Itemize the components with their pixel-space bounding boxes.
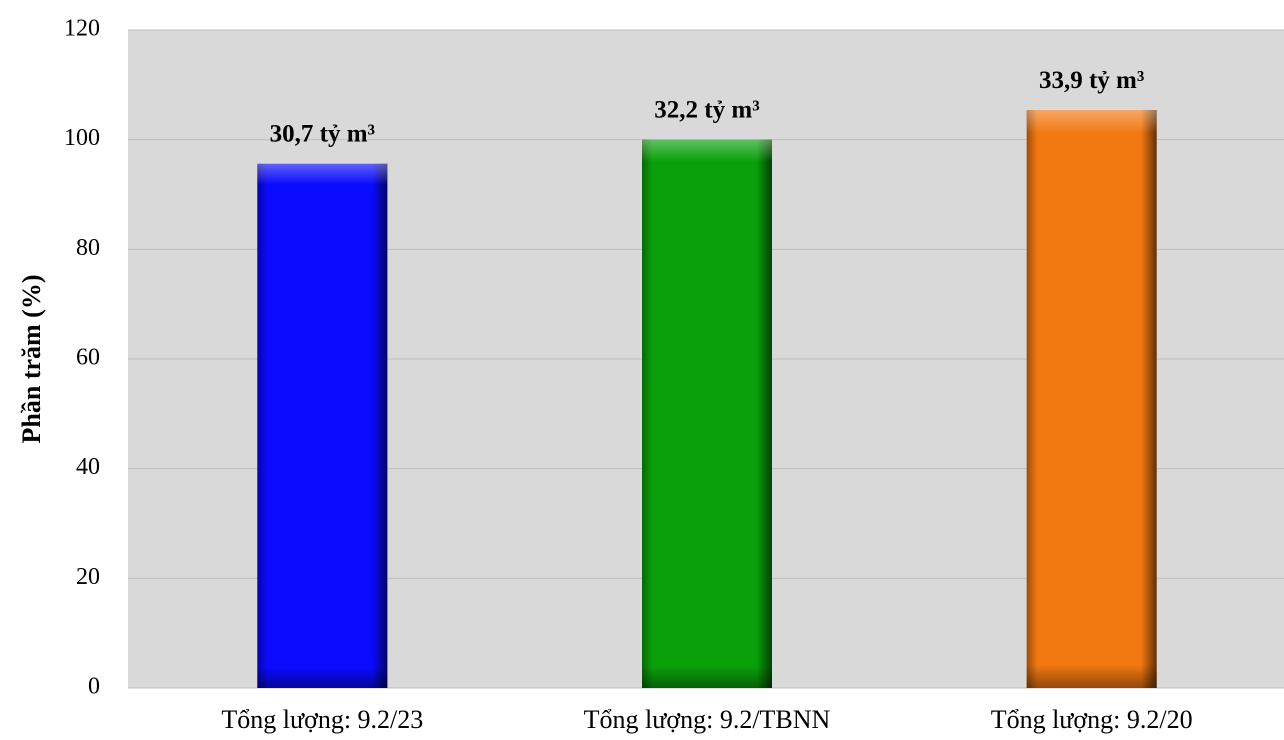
bar-shade [642,139,772,688]
y-tick-label: 60 [76,345,100,371]
y-tick-label: 20 [76,564,100,590]
bar-shade [257,163,388,688]
x-tick-label: Tổng lượng: 9.2/20 [991,705,1193,734]
y-tick-label: 0 [88,674,100,700]
y-tick-label: 120 [64,16,100,42]
data-label: 32,2 tỷ m³ [654,96,759,123]
y-tick-label: 80 [76,235,100,261]
x-tick-label: Tổng lượng: 9.2/TBNN [584,705,831,734]
data-label: 33,9 tỷ m³ [1039,67,1144,94]
x-tick-label: Tổng lượng: 9.2/23 [221,705,423,734]
bar-shade [1026,110,1157,689]
y-tick-label: 40 [76,454,100,480]
data-label: 30,7 tỷ m³ [270,121,375,148]
y-tick-label: 100 [64,125,100,151]
y-axis-title: Phần trăm (%) [17,275,46,444]
